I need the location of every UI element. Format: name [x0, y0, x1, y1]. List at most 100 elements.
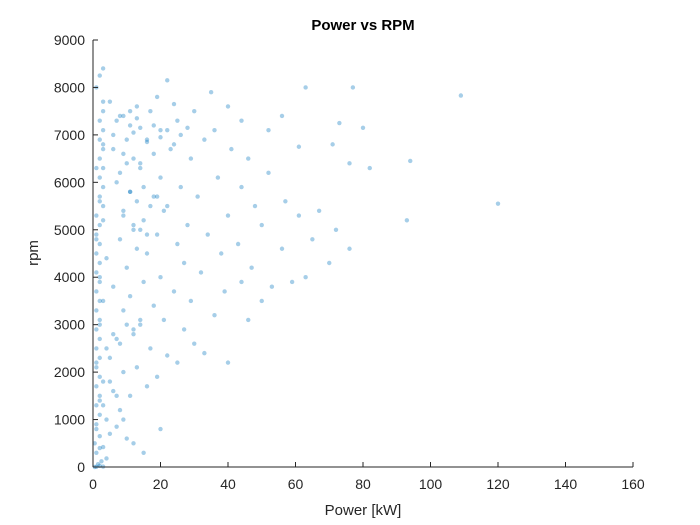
data-point: [100, 165, 106, 171]
data-point: [158, 135, 163, 140]
data-point: [100, 379, 106, 384]
data-point: [144, 139, 150, 145]
data-point: [138, 322, 143, 327]
data-point: [202, 137, 207, 142]
data-point: [408, 158, 413, 164]
data-point: [121, 208, 126, 213]
data-point: [205, 232, 210, 237]
data-point: [350, 85, 356, 90]
data-point: [192, 341, 197, 346]
data-point: [158, 175, 163, 180]
data-point: [303, 85, 308, 90]
data-point: [495, 201, 501, 206]
data-point: [100, 444, 106, 450]
data-point: [246, 156, 251, 161]
data-point: [134, 116, 140, 121]
data-point: [127, 393, 133, 399]
data-point: [97, 445, 102, 451]
data-point: [94, 426, 99, 432]
data-point: [100, 66, 106, 71]
x-axis-label: Power [kW]: [325, 502, 402, 519]
y-tick-label: 7000: [54, 127, 85, 143]
data-point: [252, 203, 258, 209]
data-point: [154, 374, 160, 380]
data-point: [114, 336, 119, 342]
data-point: [165, 78, 170, 83]
data-point: [97, 322, 102, 327]
x-tick-label: 120: [486, 476, 510, 492]
data-point: [104, 256, 109, 261]
data-point: [138, 161, 143, 166]
data-point: [94, 384, 99, 389]
data-point: [327, 260, 332, 266]
data-point: [188, 298, 194, 304]
data-point: [131, 227, 136, 232]
data-point: [97, 393, 102, 399]
data-point: [124, 322, 129, 327]
data-point: [171, 101, 177, 107]
data-point: [95, 461, 101, 467]
data-point: [148, 108, 153, 114]
y-tick-label: 1000: [54, 412, 85, 428]
data-point: [117, 170, 123, 176]
data-point: [104, 456, 109, 461]
data-point: [165, 353, 170, 358]
data-point: [229, 146, 234, 152]
y-axis-label: rpm: [25, 240, 42, 266]
data-point: [94, 289, 99, 294]
data-point: [100, 203, 106, 209]
data-point: [239, 118, 244, 123]
x-axis-ticks: 0 20 40 60 80 100 120 140 160: [89, 462, 645, 492]
data-point: [94, 270, 99, 275]
data-point: [94, 450, 99, 455]
data-point: [225, 104, 231, 109]
data-point: [347, 246, 352, 251]
data-point: [94, 365, 99, 370]
data-point: [100, 108, 106, 114]
x-tick-label: 140: [554, 476, 578, 492]
data-point: [111, 331, 116, 337]
data-point: [124, 436, 129, 441]
data-point: [458, 93, 464, 98]
data-point: [107, 379, 113, 384]
data-point: [94, 232, 99, 237]
data-point: [97, 279, 102, 285]
data-points: [92, 66, 501, 470]
data-point: [104, 417, 109, 422]
data-point: [161, 317, 167, 323]
data-point: [94, 360, 99, 365]
data-point: [151, 194, 156, 199]
data-point: [121, 369, 126, 375]
data-point: [330, 142, 335, 147]
data-point: [127, 123, 133, 128]
data-point: [97, 275, 102, 280]
data-point: [97, 298, 102, 304]
data-point: [124, 137, 129, 142]
data-point: [111, 146, 116, 152]
x-tick-label: 160: [621, 476, 645, 492]
data-point: [168, 146, 173, 152]
data-point: [165, 203, 170, 209]
data-point: [181, 260, 187, 266]
data-point: [138, 317, 143, 323]
x-tick-label: 80: [355, 476, 371, 492]
data-point: [178, 132, 183, 138]
x-tick-label: 20: [153, 476, 169, 492]
data-point: [404, 218, 410, 223]
data-point: [161, 208, 167, 213]
data-point: [97, 433, 102, 439]
data-point: [337, 120, 342, 126]
y-tick-label: 0: [77, 459, 85, 475]
data-point: [127, 294, 133, 299]
data-point: [97, 355, 102, 361]
y-tick-label: 6000: [54, 174, 85, 190]
data-point: [141, 218, 146, 223]
data-point: [212, 312, 217, 318]
y-tick-label: 4000: [54, 269, 85, 285]
data-point: [283, 199, 288, 204]
data-point: [185, 222, 190, 228]
data-point: [97, 156, 102, 161]
data-point: [114, 118, 119, 123]
x-tick-label: 100: [419, 476, 443, 492]
